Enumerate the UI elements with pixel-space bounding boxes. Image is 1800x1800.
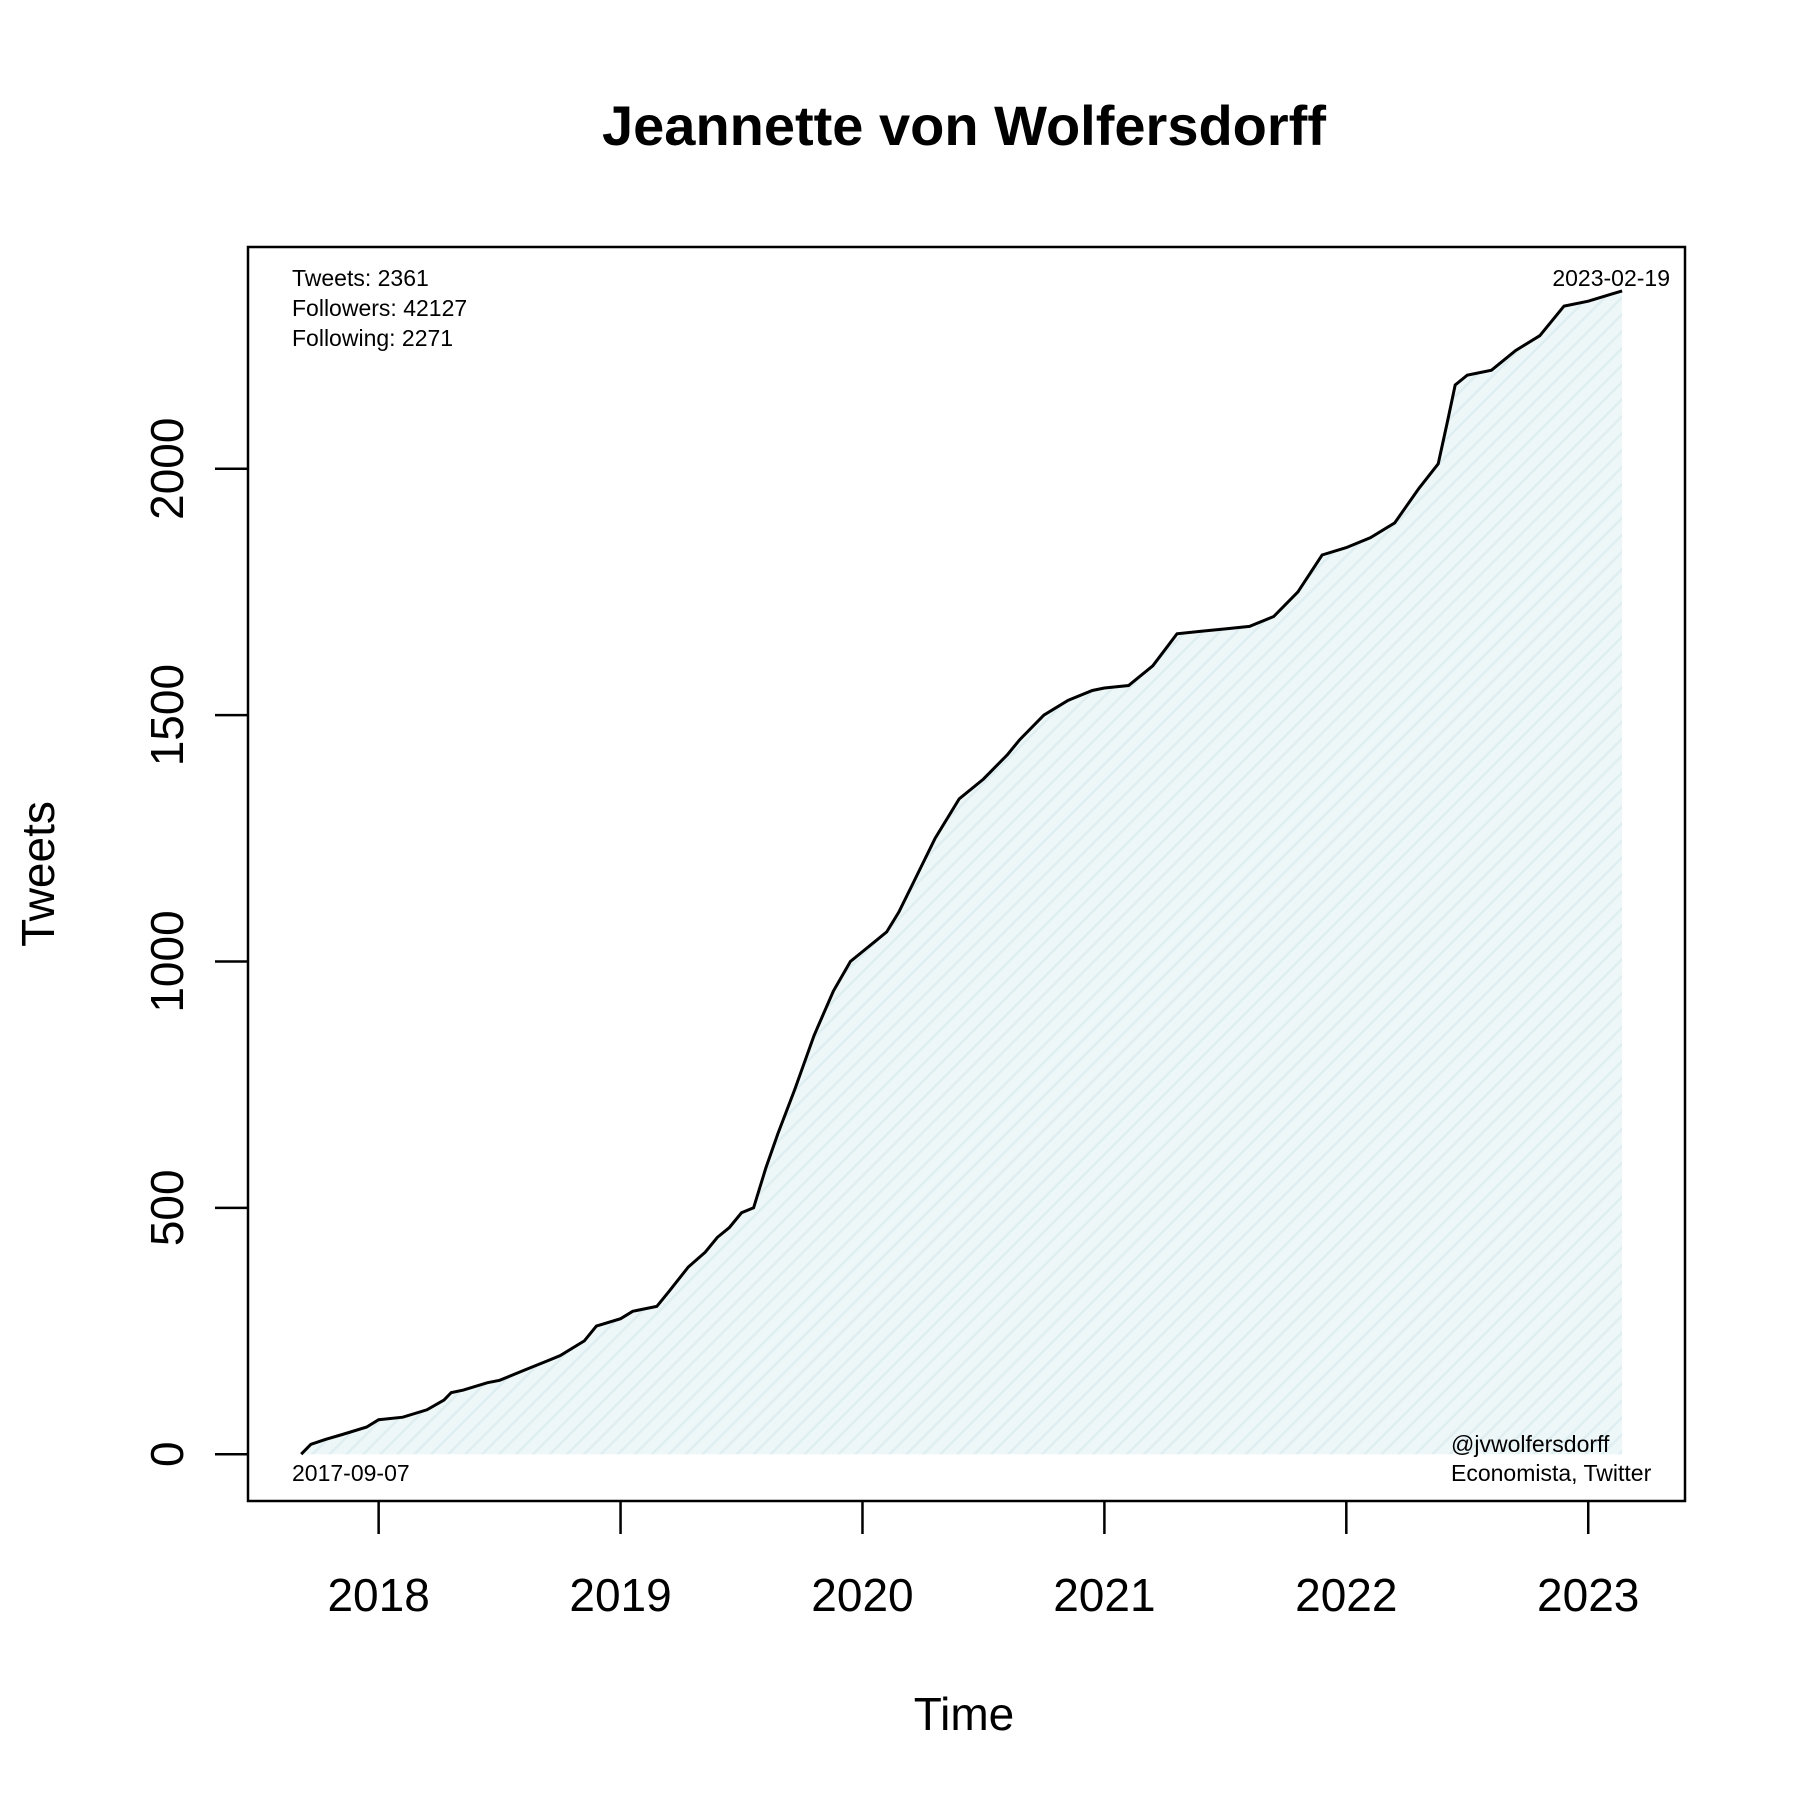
following-count: Following: 2271 bbox=[292, 325, 453, 351]
y-axis: 0 500 1000 1500 2000 bbox=[141, 418, 248, 1467]
start-date-label: 2017-09-07 bbox=[292, 1460, 410, 1486]
chart-title: Jeannette von Wolfersdorff bbox=[602, 94, 1326, 157]
end-date-label: 2023-02-19 bbox=[1552, 265, 1670, 291]
y-tick-label: 500 bbox=[141, 1169, 193, 1246]
x-tick-label: 2022 bbox=[1295, 1569, 1397, 1621]
x-tick-label: 2020 bbox=[811, 1569, 913, 1621]
y-axis-title: Tweets bbox=[12, 801, 64, 947]
y-tick-label: 1500 bbox=[141, 664, 193, 766]
x-axis-title: Time bbox=[914, 1688, 1015, 1740]
plot-frame bbox=[246, 245, 1687, 1503]
cumulative-area bbox=[301, 290, 1623, 1455]
followers-count: Followers: 42127 bbox=[292, 295, 467, 321]
twitter-handle: @jvwolfersdorff bbox=[1451, 1431, 1610, 1457]
x-axis: 2018 2019 2020 2021 2022 2023 bbox=[327, 1501, 1639, 1621]
account-description: Economista, Twitter bbox=[1451, 1460, 1652, 1486]
x-tick-label: 2023 bbox=[1537, 1569, 1639, 1621]
x-tick-label: 2021 bbox=[1053, 1569, 1155, 1621]
y-tick-label: 0 bbox=[141, 1441, 193, 1467]
tweets-count: Tweets: 2361 bbox=[292, 265, 429, 291]
y-tick-label: 1000 bbox=[141, 910, 193, 1012]
y-tick-label: 2000 bbox=[141, 418, 193, 520]
x-tick-label: 2018 bbox=[327, 1569, 429, 1621]
x-tick-label: 2019 bbox=[569, 1569, 671, 1621]
cumulative-line bbox=[300, 289, 1623, 1456]
